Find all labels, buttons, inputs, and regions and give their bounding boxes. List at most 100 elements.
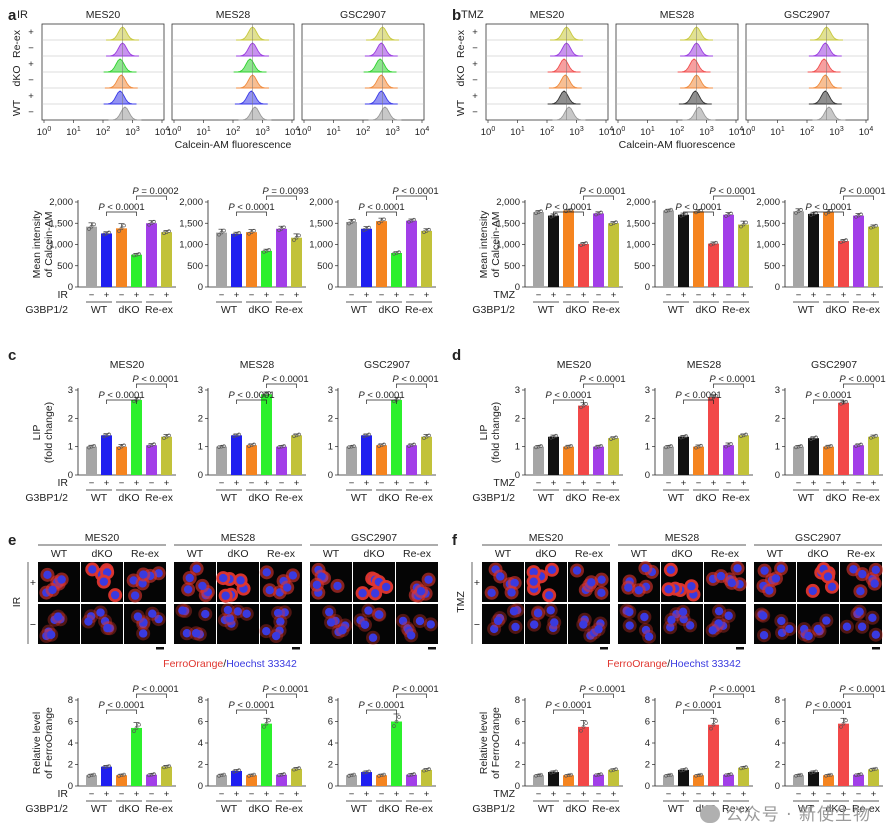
data-point	[149, 221, 154, 226]
tick-label: 100	[37, 126, 52, 138]
data-point	[794, 773, 798, 778]
histogram-peak	[807, 58, 841, 73]
cell-line-title: GSC2907	[795, 532, 841, 544]
bar	[276, 228, 287, 287]
tick-exp: 4	[869, 126, 873, 133]
group-label: dKO	[118, 492, 139, 504]
cell-nucleus	[262, 626, 271, 636]
data-point	[669, 772, 673, 777]
tick-exp: 2	[106, 126, 110, 133]
treatment-row-label: TMZ	[493, 477, 515, 489]
data-point	[714, 393, 718, 398]
y-tick-label: 1,500	[309, 218, 333, 229]
histogram-peak	[552, 106, 586, 121]
data-point	[427, 433, 431, 438]
sign-label: −	[696, 789, 702, 800]
data-point	[379, 219, 384, 223]
sign-label: −	[30, 619, 36, 631]
y-tick-label: 8	[645, 695, 650, 706]
data-point	[267, 391, 271, 395]
p-value: < 0.0001	[365, 202, 405, 213]
sign-label: −	[219, 478, 225, 489]
sign-label: +	[841, 789, 847, 800]
cell-nucleus	[370, 589, 380, 598]
cell-nucleus	[858, 569, 867, 579]
p-value-left: P < 0.0001	[805, 390, 851, 401]
y-axis-label-line: Relative level	[31, 712, 43, 774]
significance-bracket	[366, 211, 397, 216]
bar	[678, 436, 689, 475]
data-point	[397, 250, 401, 255]
cell-nucleus	[96, 608, 105, 617]
tick-exp: 4	[425, 126, 429, 133]
condition-label: WT	[495, 548, 512, 560]
bar	[101, 435, 112, 475]
cell-nucleus	[201, 609, 210, 619]
bar	[578, 244, 589, 287]
data-point	[394, 719, 399, 724]
significance-bracket	[813, 399, 844, 404]
data-point	[554, 433, 558, 438]
data-point	[217, 232, 221, 237]
tick-exp: 1	[781, 126, 785, 133]
cell-nucleus	[733, 564, 742, 573]
group-label: dKO	[248, 492, 269, 504]
sign-label: +	[104, 290, 110, 301]
tick-label: 102	[96, 126, 111, 138]
row-label: WT	[455, 99, 467, 116]
cell-line-title: MES20	[530, 9, 565, 21]
p-symbol: P	[132, 684, 139, 695]
significance-bracket	[106, 709, 137, 714]
sign-label: +	[681, 290, 687, 301]
cell-nucleus	[714, 619, 723, 628]
data-point	[744, 765, 748, 769]
microscopy-panel-f: TMZ + − MES20 WT dKO Re-ex MES28 WT dKO Re-ex GSC29…	[455, 532, 883, 670]
cell-nucleus	[546, 606, 555, 615]
condition-label: dKO	[807, 548, 828, 560]
data-point	[566, 773, 571, 778]
p-symbol: P	[98, 202, 105, 213]
data-point	[811, 770, 816, 774]
bar	[376, 221, 387, 287]
data-point	[871, 767, 876, 772]
cell-nucleus	[685, 621, 695, 630]
y-tick-label: 1,000	[756, 240, 780, 251]
row-label: WT	[11, 99, 23, 116]
cell-nucleus	[509, 607, 519, 616]
sign-label: −	[219, 789, 225, 800]
y-tick-label: 6	[775, 717, 780, 728]
data-point	[349, 444, 354, 449]
tick-base: 10	[155, 127, 166, 138]
data-point	[137, 252, 141, 256]
histogram-peak	[808, 90, 842, 105]
cell-line-title: GSC2907	[364, 359, 410, 371]
p-value-left: P < 0.0001	[545, 202, 591, 213]
data-point	[367, 225, 371, 230]
group-label: Re-ex	[592, 304, 621, 316]
p-value: < 0.0001	[682, 202, 722, 213]
y-tick-label: 2	[328, 413, 333, 424]
p-value: < 0.0001	[682, 700, 722, 711]
bar	[346, 775, 357, 786]
condition-label: dKO	[227, 548, 248, 560]
p-value-left: P < 0.0001	[805, 202, 851, 213]
group-label: dKO	[118, 803, 139, 815]
p-symbol: P	[805, 700, 812, 711]
p-value: < 0.0001	[716, 186, 756, 197]
tick-exp: 2	[366, 126, 370, 133]
data-point	[134, 252, 139, 257]
sign-label: −	[379, 290, 385, 301]
sign-label: −	[409, 478, 415, 489]
y-tick-label: 1	[68, 442, 73, 453]
data-point	[119, 773, 124, 778]
y-tick-label: 0	[198, 470, 203, 481]
p-value-left: P < 0.0001	[358, 700, 404, 711]
cell-nucleus	[100, 617, 110, 626]
y-tick-label: 1	[645, 442, 650, 453]
sign-label: +	[164, 789, 170, 800]
p-value-right: P < 0.0001	[709, 374, 755, 385]
data-point	[844, 238, 848, 242]
cell-nucleus	[800, 624, 809, 634]
group-label: Re-ex	[405, 304, 434, 316]
group-label: WT	[798, 304, 815, 316]
